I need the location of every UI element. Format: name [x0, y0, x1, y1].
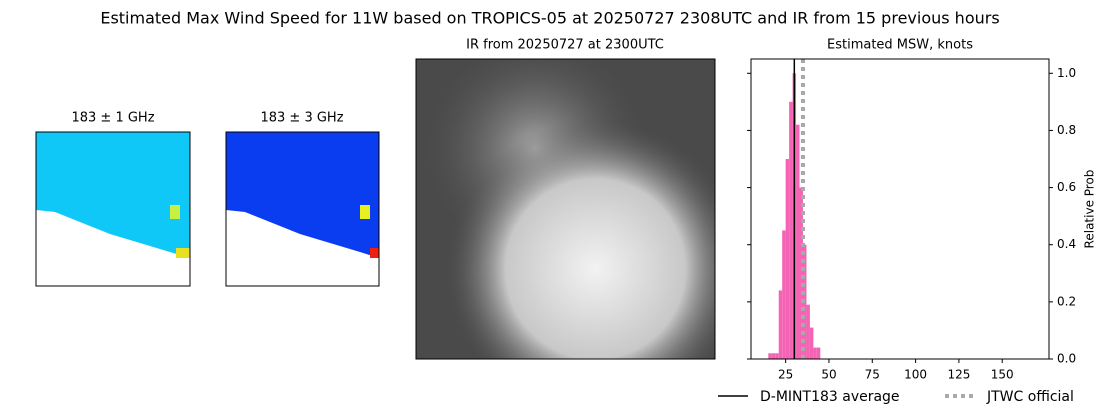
- y-axis-label: Relative Prob: [1083, 170, 1097, 249]
- y-tick-label: 0.8: [1057, 123, 1076, 137]
- plot-frame: [750, 58, 1050, 360]
- chart-title: Estimated MSW, knots: [827, 38, 973, 53]
- image-ir: [415, 58, 716, 360]
- image-183-1: [35, 131, 191, 287]
- x-tick-label: 75: [865, 368, 880, 382]
- bar: [806, 304, 810, 359]
- x-tick-label: 25: [778, 368, 793, 382]
- image-183-3: [225, 131, 380, 287]
- bar: [813, 347, 817, 359]
- x-tick-label: 100: [904, 368, 927, 382]
- x-tick-label: 125: [947, 368, 970, 382]
- bar: [789, 101, 793, 359]
- figure-title: Estimated Max Wind Speed for 11W based o…: [100, 9, 999, 28]
- y-tick-label: 0.2: [1057, 294, 1076, 308]
- y-tick-label: 0.6: [1057, 180, 1076, 194]
- bar: [809, 327, 814, 359]
- bar: [778, 290, 783, 359]
- bar: [768, 353, 772, 359]
- legend-label: D-MINT183 average: [760, 389, 900, 405]
- bar: [775, 353, 779, 359]
- bar: [782, 230, 786, 359]
- bar: [785, 159, 790, 359]
- y-tick-label: 1.0: [1057, 66, 1076, 80]
- y-tick-label: 0.4: [1057, 237, 1076, 251]
- x-tick-label: 150: [991, 368, 1014, 382]
- panel-title: 183 ± 3 GHz: [260, 111, 343, 126]
- bar: [799, 187, 803, 359]
- panel-title: IR from 20250727 at 2300UTC: [466, 38, 664, 53]
- bar: [796, 124, 800, 359]
- legend-label: JTWC official: [986, 389, 1074, 405]
- bar: [816, 347, 821, 359]
- x-tick-label: 50: [821, 368, 836, 382]
- panel-title: 183 ± 1 GHz: [71, 111, 154, 126]
- bar: [771, 353, 776, 359]
- y-tick-label: 0.0: [1057, 352, 1076, 366]
